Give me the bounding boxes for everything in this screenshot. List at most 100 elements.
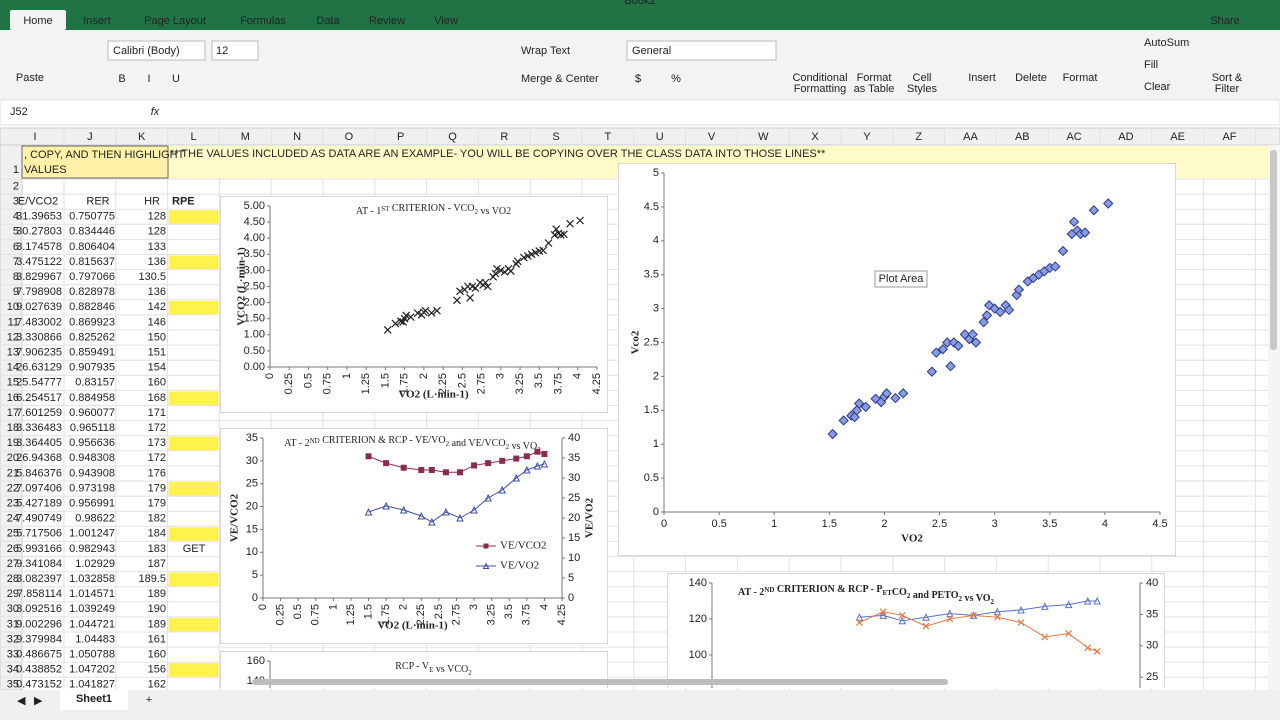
ribbon-button-label[interactable]: Sort & [1212, 72, 1243, 84]
highlight-cell [168, 617, 219, 632]
editing-button[interactable]: Clear [1144, 81, 1171, 93]
chart[interactable]: 100 120 140 25 30 35 40 AT - 2ND CRITERION & RC… [667, 573, 1165, 691]
data-point [491, 269, 500, 278]
title-part: AT - 2 [284, 438, 309, 449]
header-cell: RER [86, 196, 109, 208]
format-button[interactable]: U [172, 73, 180, 85]
data-point [428, 467, 435, 473]
add-sheet[interactable]: + [146, 694, 152, 706]
format-button[interactable]: I [147, 73, 150, 85]
legend-label: VE/VCO2 [500, 540, 546, 552]
data-point [499, 457, 506, 464]
title-part: ND [764, 586, 774, 594]
ribbon-button-label[interactable]: Filter [1215, 83, 1240, 95]
column-header: R [500, 131, 508, 143]
y-tick-label: 4.00 [244, 232, 265, 244]
ribbon-button-label[interactable]: Format [857, 72, 892, 84]
percent-button[interactable]: % [671, 73, 681, 85]
y-tick-label: 25 [246, 478, 258, 490]
data-point [1003, 304, 1015, 316]
format-button[interactable]: B [118, 73, 125, 85]
data-point [827, 428, 838, 440]
data-point [427, 308, 436, 317]
data-cell: 0.98622 [75, 513, 115, 525]
data-cell: 9.341084 [16, 558, 62, 570]
data-cell: 146 [148, 316, 166, 328]
ribbon-button-label[interactable]: Format [1063, 72, 1098, 84]
data-cell: 0.956636 [69, 437, 115, 449]
title-part: RCP - V [395, 661, 430, 672]
x-tick-label: 3.75 [521, 604, 533, 625]
editing-button[interactable]: AutoSum [1144, 37, 1189, 49]
ribbon-button-label[interactable]: Delete [1015, 72, 1047, 84]
chart-area[interactable] [618, 163, 1176, 556]
data-point [442, 507, 450, 516]
chart[interactable]: 0 5 10 15 20 25 30 35 0 5 10 15 20 25 30 35 40 0 0.25 0.5 0.… [220, 428, 608, 644]
ribbon-button-label[interactable]: Styles [907, 83, 937, 95]
row-header: 27 [7, 558, 19, 570]
data-cell: 3.364405 [16, 437, 62, 449]
title-part: CRITERION & RCP - VE/VO [320, 435, 446, 446]
title-part: ND [310, 437, 320, 445]
ribbon-button-label[interactable]: as Table [854, 83, 895, 95]
highlight-cell [168, 255, 219, 269]
column-header: AE [1170, 131, 1185, 143]
name-box[interactable]: J52 [10, 106, 28, 118]
sheet-tab[interactable] [60, 690, 128, 710]
ribbon-tab[interactable]: Formulas [240, 15, 286, 27]
ribbon-tab[interactable]: Home [23, 15, 52, 27]
data-cell: 0.828978 [69, 286, 115, 298]
data-cell: 3.475122 [16, 256, 62, 268]
ribbon-button-label[interactable]: Insert [968, 72, 996, 84]
ribbon-tab[interactable]: Data [316, 15, 340, 27]
banner-left-cell [21, 145, 169, 179]
share-button[interactable]: Share [1210, 15, 1239, 27]
ribbon-button-label[interactable]: Conditional [792, 72, 847, 84]
ribbon-tab[interactable]: Review [369, 15, 405, 27]
size-box[interactable] [211, 40, 259, 61]
chart-area[interactable] [220, 196, 608, 413]
chart-area[interactable] [667, 573, 1165, 690]
ribbon-button-label[interactable]: Formatting [794, 83, 847, 95]
ribbon-tab[interactable]: Page Layout [144, 15, 206, 27]
font-box[interactable] [107, 40, 206, 61]
data-point [1102, 198, 1114, 209]
y-tick-label: 0 [252, 592, 258, 604]
currency-button[interactable]: $ [635, 73, 641, 85]
merge-center[interactable]: Merge & Center [521, 73, 599, 85]
data-cell: 3.330866 [16, 331, 62, 343]
paste-button[interactable]: Paste [16, 72, 44, 84]
title-part: 2 [474, 208, 478, 216]
wrap-text[interactable]: Wrap Text [521, 45, 570, 57]
y2-tick-label: 35 [568, 452, 580, 464]
data-point [485, 460, 492, 467]
data-cell: 5.846376 [16, 467, 62, 479]
font-size[interactable]: 12 [216, 45, 228, 57]
font-name[interactable]: Calibri (Body) [113, 45, 180, 57]
row-header: 14 [7, 362, 19, 374]
editing-button[interactable]: Fill [1144, 59, 1158, 71]
data-point [922, 613, 930, 621]
title-part: vs VO [962, 593, 991, 604]
ribbon-tab[interactable]: View [434, 15, 458, 27]
y2-axis-label: VE/VO2 [584, 497, 596, 538]
chart[interactable]: 0 0.5 1 1.5 2 2.5 3 3.5 4 4.5 5 0 0.5 1 1.5 2 2.5 3 3.5 4 4.… [618, 163, 1176, 556]
ribbon-button-label[interactable]: Cell [913, 72, 932, 84]
ribbon-tab[interactable]: Insert [83, 15, 111, 27]
column-header: Z [915, 131, 922, 143]
format-box[interactable] [626, 40, 777, 61]
y-tick-label: 10 [246, 546, 258, 558]
prev-sheet[interactable]: ◀ [17, 695, 26, 707]
active-tab[interactable] [10, 10, 66, 30]
scroll-thumb[interactable] [1270, 150, 1277, 350]
x-tick-label: 0 [264, 373, 276, 379]
data-cell: 0.943908 [69, 467, 115, 479]
y-tick-label: 1.5 [644, 404, 659, 416]
chart[interactable]: 0.000.501.001.502.002.503.003.504.004.50… [220, 196, 608, 413]
sheet-tab-label[interactable]: Sheet1 [76, 693, 112, 705]
y-tick-label: 5 [653, 167, 659, 179]
next-sheet[interactable]: ▶ [34, 695, 43, 707]
data-point [466, 293, 474, 302]
number-format[interactable]: General [632, 45, 671, 57]
data-point [483, 282, 492, 291]
